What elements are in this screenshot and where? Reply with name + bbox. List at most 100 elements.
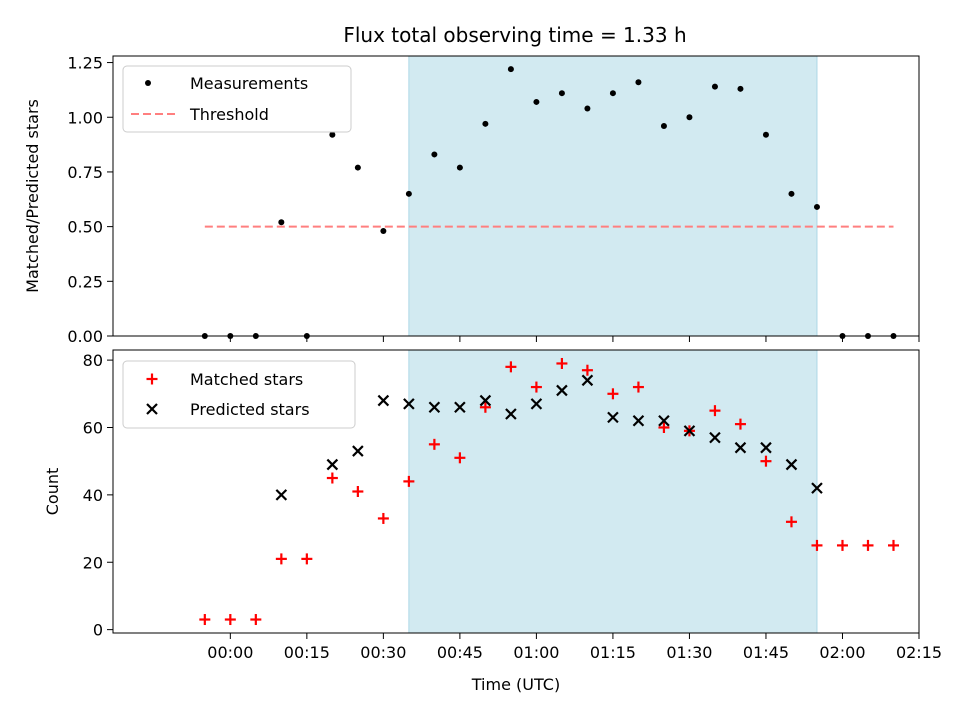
predicted-star-marker — [760, 441, 772, 454]
bottom-y-tick-label: 0 — [93, 621, 103, 640]
predicted-star-marker — [428, 401, 441, 414]
x-tick-label: 00:30 — [360, 643, 406, 662]
legend-label-predicted-stars: Predicted stars — [190, 400, 310, 419]
legend-plus-glyph — [146, 373, 158, 385]
predicted-star-marker — [479, 394, 492, 407]
x-tick-label: 00:15 — [284, 643, 330, 662]
matched-star-marker — [301, 553, 313, 565]
matched-star-marker — [556, 357, 568, 369]
predicted-star-marker — [454, 401, 466, 414]
matched-star-marker — [632, 381, 644, 393]
predicted-star-marker — [326, 458, 339, 471]
x-tick-label: 00:00 — [207, 643, 253, 662]
measurement-point — [762, 131, 769, 138]
measurement-point — [788, 190, 795, 197]
predicted-star-marker — [683, 425, 696, 437]
predicted-star-marker — [581, 374, 594, 387]
legend-marker-measurements — [145, 80, 151, 86]
predicted-star-marker — [505, 408, 517, 420]
measurement-point — [482, 120, 489, 127]
matched-star-marker — [275, 553, 287, 565]
matched-star-marker — [428, 438, 440, 450]
top-x-ticks — [229, 336, 920, 342]
measurement-point — [329, 131, 336, 138]
predicted-star-marker — [377, 394, 390, 407]
bottom-y-tick-label: 40 — [83, 486, 103, 505]
measurement-point — [609, 90, 616, 97]
matched-star-marker — [377, 512, 389, 524]
predicted-star-marker — [607, 411, 619, 424]
matched-star-marker — [709, 405, 721, 417]
matched-star-marker — [224, 614, 236, 626]
bottom-plot-frame — [112, 349, 920, 634]
matched-star-marker — [530, 381, 542, 393]
matched-star-marker — [199, 614, 211, 626]
matched-star-marker — [607, 388, 619, 400]
matched-star-marker — [734, 418, 746, 430]
matched-star-marker — [479, 401, 491, 413]
top-y-ticks: 0.00 0.25 0.50 0.75 1.00 1.25 — [67, 54, 113, 346]
top-y-tick-label: 1.25 — [67, 54, 103, 73]
top-y-axis-label: Matched/Predicted stars — [23, 99, 42, 293]
legend-cross-glyph — [146, 403, 158, 415]
predicted-star-marker — [275, 489, 288, 501]
bottom-panel: 0 20 40 60 80 00:00 00:15 00:30 00:45 01:00 01:15… — [43, 349, 942, 694]
measurement-point — [813, 203, 820, 210]
top-y-tick-label: 0.00 — [67, 327, 103, 346]
x-tick-label: 01:00 — [513, 643, 559, 662]
x-tick-label: 02:00 — [819, 643, 865, 662]
x-tick-label: 01:15 — [590, 643, 636, 662]
chart-title: Flux total observing time = 1.33 h — [343, 23, 686, 47]
legend-marker-predicted-stars — [146, 403, 158, 415]
predicted-star-marker — [556, 384, 568, 397]
predicted-star-markers — [275, 374, 823, 501]
legend-label-threshold: Threshold — [189, 105, 269, 124]
top-y-tick-label: 1.00 — [67, 108, 103, 127]
x-tick-label: 01:45 — [743, 643, 789, 662]
measurement-point — [737, 85, 744, 92]
measurement-point — [558, 90, 565, 97]
matched-star-marker — [811, 539, 823, 551]
measurement-point — [635, 79, 642, 86]
matched-star-marker — [352, 486, 364, 497]
matched-star-marker — [836, 539, 848, 551]
x-tick-label: 01:30 — [666, 643, 712, 662]
matched-star-marker — [250, 614, 262, 626]
legend-label-measurements: Measurements — [190, 74, 308, 93]
predicted-star-marker — [811, 482, 823, 494]
measurement-point — [431, 151, 438, 158]
matched-star-marker — [454, 452, 466, 464]
predicted-star-marker — [632, 414, 645, 427]
legend-label-matched-stars: Matched stars — [190, 370, 303, 389]
top-legend: Measurements Threshold — [122, 65, 352, 133]
top-observing-window-shade — [408, 55, 818, 337]
bottom-y-ticks: 0 20 40 60 80 — [83, 351, 113, 640]
predicted-star-marker — [352, 445, 364, 457]
bottom-legend-box — [122, 360, 356, 429]
predicted-star-marker — [530, 398, 543, 410]
measurement-point — [584, 105, 591, 112]
matched-star-marker — [862, 539, 874, 551]
bottom-legend: Matched stars Predicted stars — [122, 360, 356, 429]
top-y-tick-label: 0.75 — [67, 163, 103, 182]
bottom-y-tick-label: 60 — [83, 418, 103, 437]
top-panel: 0.00 0.25 0.50 0.75 1.00 1.25 Matched/Predict… — [23, 54, 920, 346]
matched-star-marker — [403, 475, 415, 487]
x-tick-label: 00:45 — [437, 643, 483, 662]
top-plot-frame — [112, 55, 920, 337]
matched-star-marker — [326, 472, 338, 484]
matched-star-markers — [199, 357, 899, 626]
top-y-tick-label: 0.25 — [67, 272, 103, 291]
matched-star-marker — [658, 421, 670, 433]
measurement-point — [380, 228, 387, 234]
measurement-point — [660, 123, 667, 129]
x-axis-label: Time (UTC) — [471, 675, 560, 694]
predicted-star-marker — [734, 441, 747, 454]
matched-star-marker — [760, 455, 772, 467]
predicted-star-marker — [403, 398, 415, 410]
measurement-point — [711, 83, 718, 90]
bottom-x-ticks: 00:00 00:15 00:30 00:45 01:00 01:15 01:30 01:45… — [207, 633, 942, 662]
matched-star-marker — [785, 516, 797, 528]
top-y-tick-label: 0.50 — [67, 218, 103, 237]
